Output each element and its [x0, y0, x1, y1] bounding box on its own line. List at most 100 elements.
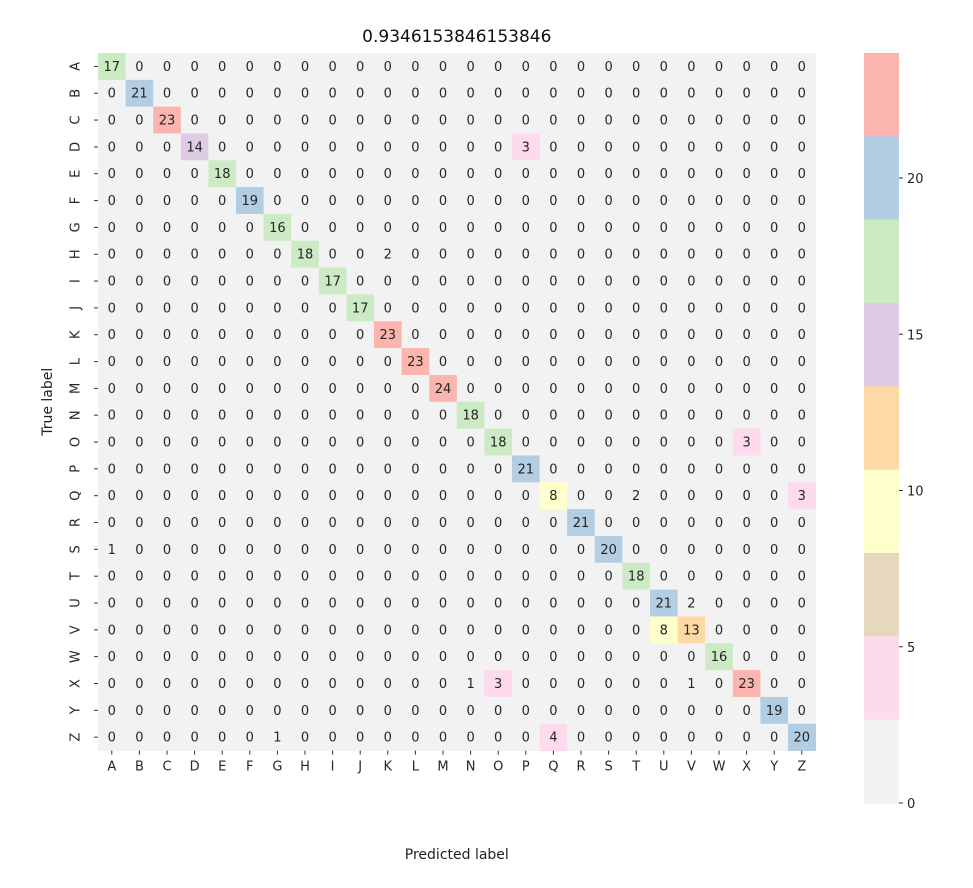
cell-value-label: 0 — [439, 409, 447, 424]
heatmap-cell — [125, 428, 154, 456]
cell-value-label: 0 — [577, 194, 585, 209]
cell-value-label: 0 — [549, 140, 557, 155]
cell-value-label: 0 — [163, 677, 171, 692]
cell-value-label: 0 — [356, 167, 364, 182]
cell-value-label: 0 — [577, 221, 585, 236]
cell-value-label: 0 — [494, 87, 502, 102]
heatmap-cell — [346, 106, 375, 134]
heatmap-cell — [263, 509, 292, 537]
heatmap-cell — [705, 267, 734, 295]
heatmap-cell — [484, 321, 513, 349]
heatmap-cell — [346, 535, 375, 564]
heatmap-cell — [594, 348, 623, 376]
cell-value-label: 0 — [494, 489, 502, 504]
heatmap-cell — [291, 535, 320, 564]
cell-value-label: 0 — [439, 597, 447, 612]
cell-value-label: 19 — [766, 704, 783, 719]
heatmap-cell — [650, 643, 678, 671]
colorbar-band — [864, 719, 899, 804]
heatmap-cell — [732, 133, 761, 161]
cell-value-label: 0 — [108, 409, 116, 424]
cell-value-label: 0 — [632, 677, 640, 692]
heatmap-cell — [622, 213, 651, 242]
cell-value-label: 0 — [384, 221, 392, 236]
cell-value-label: 0 — [190, 543, 198, 558]
cell-value-label: 0 — [108, 167, 116, 182]
heatmap-cell — [263, 267, 292, 295]
cell-value-label: 0 — [328, 382, 336, 397]
cell-value-label: 0 — [218, 275, 226, 290]
heatmap-cell — [539, 267, 568, 295]
heatmap-cell — [539, 670, 568, 698]
cell-value-label: 0 — [384, 409, 392, 424]
heatmap-cell — [236, 160, 264, 188]
cell-value-label: 0 — [411, 409, 419, 424]
heatmap-cell — [208, 348, 237, 376]
cell-value-label: 0 — [439, 677, 447, 692]
cell-value-label: 0 — [715, 167, 723, 182]
heatmap-cell — [760, 455, 789, 483]
cell-value-label: 0 — [577, 114, 585, 129]
cell-value-label: 0 — [135, 462, 143, 477]
heatmap-cell — [677, 187, 706, 215]
cell-value-label: 0 — [135, 650, 143, 665]
heatmap-cell — [125, 643, 154, 671]
heatmap-cell — [650, 321, 678, 349]
cell-value-label: 0 — [687, 194, 695, 209]
heatmap-cell — [263, 723, 292, 751]
cell-value-label: 0 — [384, 543, 392, 558]
heatmap-cell — [622, 133, 651, 161]
cell-value-label: 0 — [135, 114, 143, 129]
cell-value-label: 0 — [660, 114, 668, 129]
colorbar-tick-label: 0 — [907, 797, 915, 812]
cell-value-label: 0 — [522, 221, 530, 236]
cell-value-label: 0 — [356, 409, 364, 424]
heatmap-cell — [401, 213, 430, 242]
heatmap-cell — [318, 160, 347, 188]
heatmap-cell — [98, 133, 126, 161]
cell-value-label: 0 — [163, 167, 171, 182]
heatmap-cell — [567, 401, 596, 430]
heatmap-cell — [677, 589, 706, 617]
heatmap-cell — [318, 374, 347, 403]
heatmap-cell — [732, 616, 761, 644]
heatmap-cell — [263, 374, 292, 403]
cell-value-label: 0 — [632, 60, 640, 75]
cell-value-label: 0 — [770, 114, 778, 129]
cell-value-label: 0 — [604, 328, 612, 343]
heatmap-cell — [318, 455, 347, 483]
cell-value-label: 0 — [108, 140, 116, 155]
heatmap-cell — [594, 723, 623, 751]
cell-value-label: 0 — [384, 462, 392, 477]
heatmap-cell — [732, 240, 761, 269]
cell-value-label: 0 — [411, 194, 419, 209]
heatmap-cell — [374, 267, 402, 295]
cell-value-label: 0 — [798, 409, 806, 424]
x-tick-label: I — [331, 760, 335, 775]
heatmap-cell — [484, 160, 513, 188]
cell-value-label: 0 — [687, 87, 695, 102]
heatmap-cell — [263, 294, 292, 322]
heatmap-cell — [677, 401, 706, 430]
cell-value-label: 0 — [632, 409, 640, 424]
heatmap-cell — [732, 106, 761, 134]
cell-value-label: 0 — [577, 597, 585, 612]
heatmap-cell — [263, 321, 292, 349]
heatmap-cell — [484, 696, 513, 725]
heatmap-cell — [677, 267, 706, 295]
cell-value-label: 0 — [246, 248, 254, 263]
heatmap-cell — [760, 723, 789, 751]
cell-value-label: 0 — [687, 248, 695, 263]
heatmap-cell — [153, 670, 182, 698]
cell-value-label: 0 — [384, 194, 392, 209]
heatmap-cell — [153, 643, 182, 671]
heatmap-cell — [512, 348, 540, 376]
cell-value-label: 0 — [687, 301, 695, 316]
cell-value-label: 0 — [108, 677, 116, 692]
heatmap-cell — [650, 670, 678, 698]
cell-value-label: 0 — [770, 382, 778, 397]
cell-value-label: 0 — [522, 409, 530, 424]
cell-value-label: 0 — [108, 650, 116, 665]
cell-value-label: 0 — [660, 275, 668, 290]
cell-value-label: 0 — [301, 462, 309, 477]
